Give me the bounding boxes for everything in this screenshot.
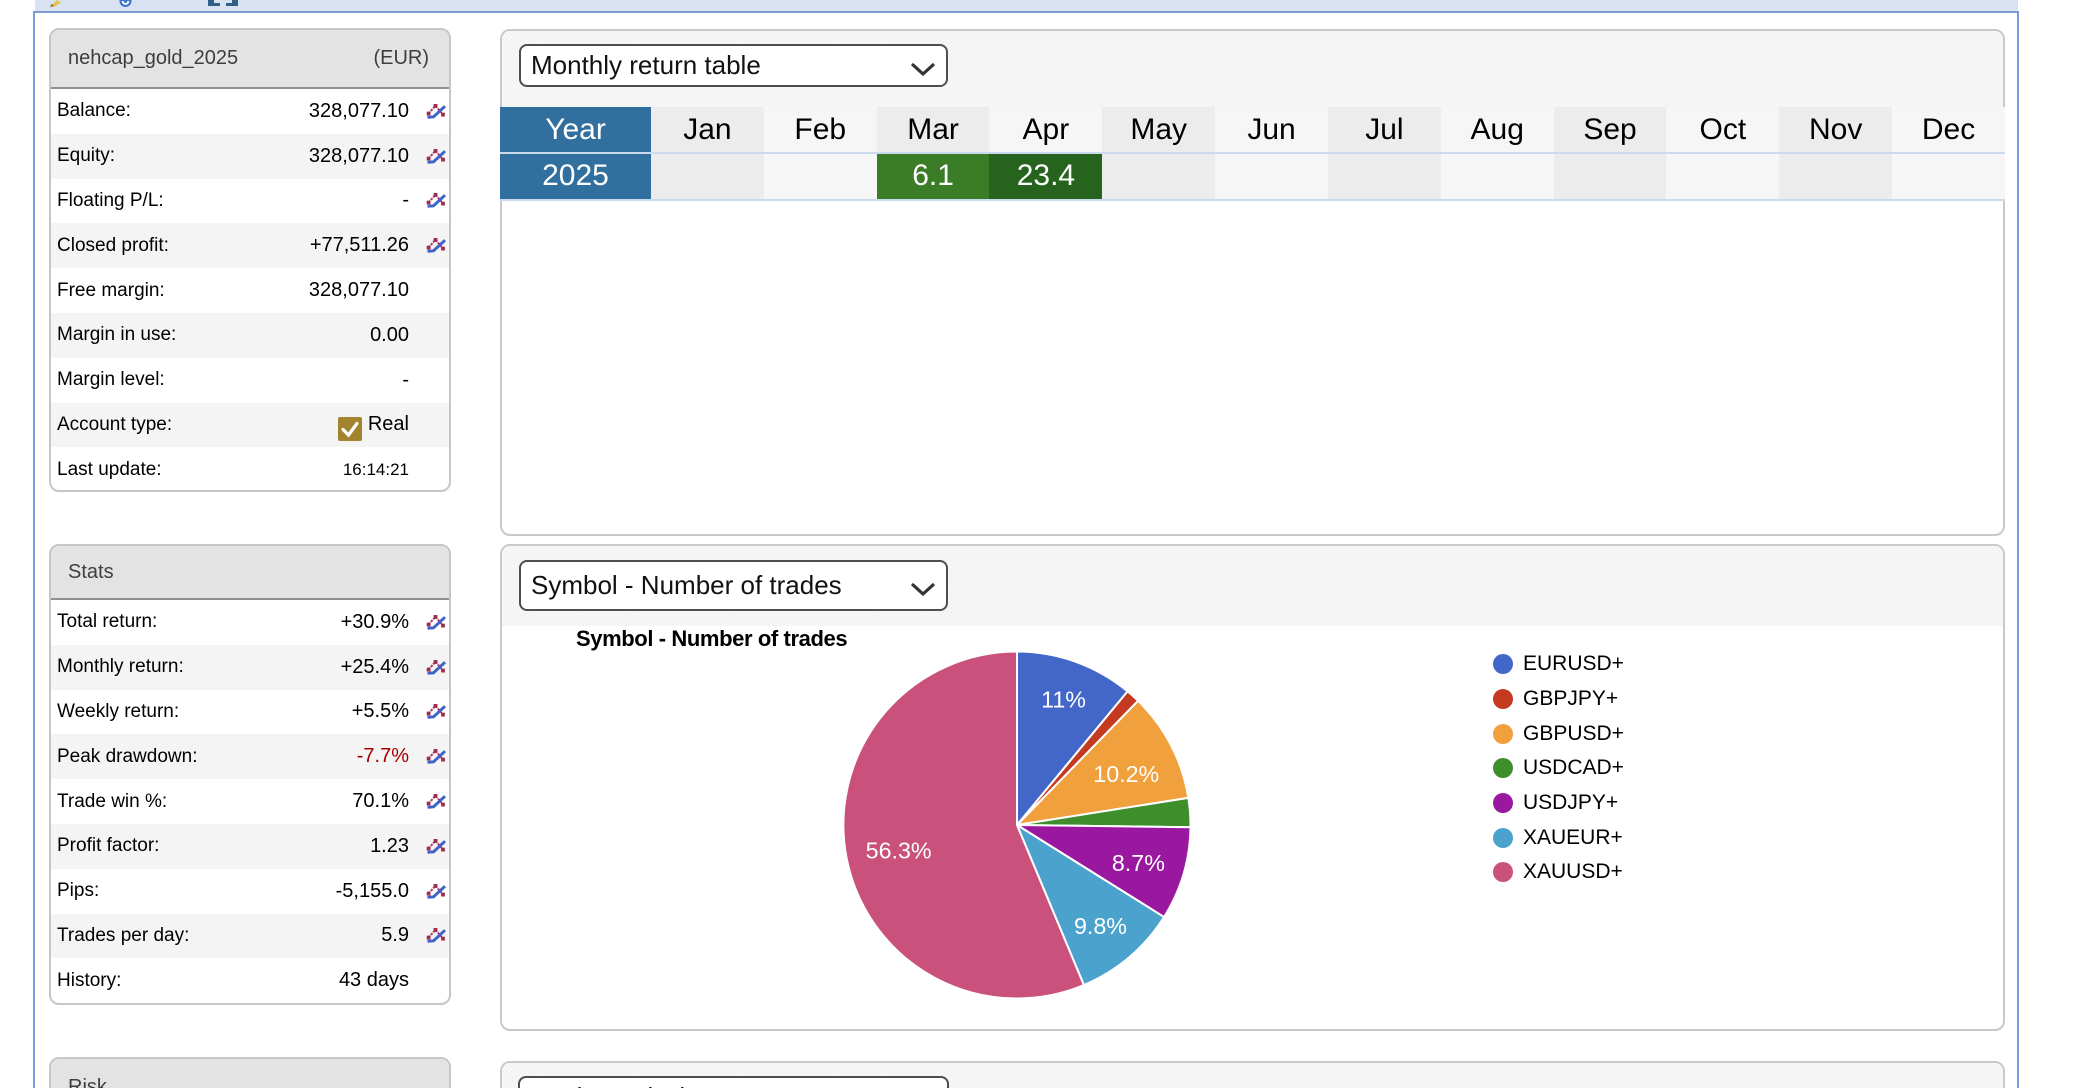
svg-text:9.8%: 9.8% <box>1074 913 1127 939</box>
svg-text:8.7%: 8.7% <box>1112 850 1165 876</box>
svg-text:10.2%: 10.2% <box>1093 761 1159 787</box>
svg-text:11%: 11% <box>1041 687 1086 713</box>
svg-text:56.3%: 56.3% <box>866 837 932 863</box>
